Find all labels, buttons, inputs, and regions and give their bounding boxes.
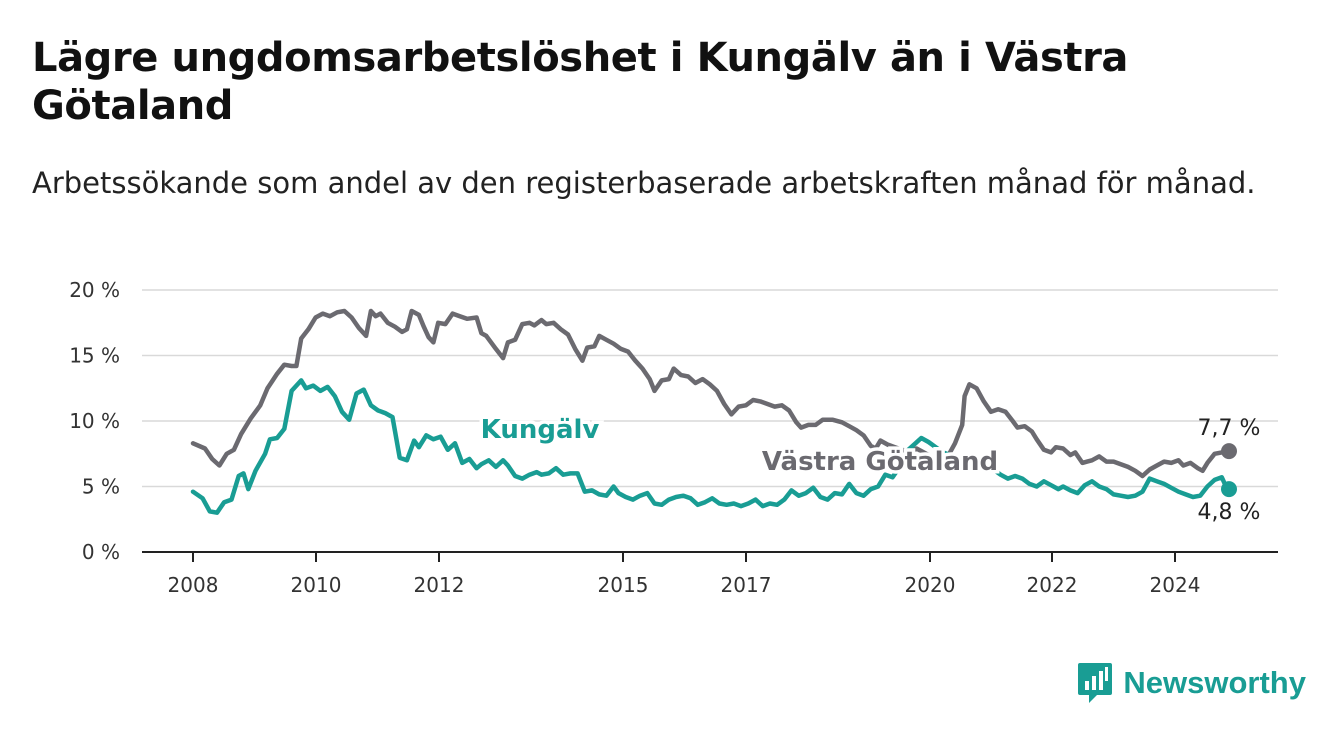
end-point-vastra-gotaland <box>1221 443 1237 460</box>
y-tick-label: 0 % <box>82 540 120 564</box>
series-label-vastra-gotaland: Västra Götaland <box>762 447 998 477</box>
end-point-kungalv <box>1221 481 1237 498</box>
y-axis-labels: 0 % 5 % 10 % 15 % 20 % <box>69 278 120 564</box>
series-lines <box>190 308 1232 515</box>
series-label-kungalv: Kungälv <box>481 415 600 445</box>
series-labels: 7,7 % 4,8 % Västra Götaland Kungälv <box>477 412 1261 526</box>
series-line-vastra-gotaland <box>190 308 1232 479</box>
x-tick-label: 2010 <box>291 573 342 597</box>
x-tick-label: 2024 <box>1150 573 1201 597</box>
x-tick-label: 2022 <box>1027 573 1078 597</box>
newsworthy-brand[interactable]: Newsworthy <box>1077 660 1306 706</box>
y-tick-label: 10 % <box>69 409 120 433</box>
x-axis: 2008 2010 2012 2015 2017 2020 2022 2024 <box>142 551 1278 597</box>
brand-name: Newsworthy <box>1123 665 1306 700</box>
y-tick-label: 15 % <box>69 344 120 368</box>
x-tick-label: 2015 <box>598 573 649 597</box>
x-tick-label: 2012 <box>414 573 465 597</box>
chart-subtitle: Arbetssökande som andel av den registerb… <box>32 166 1256 200</box>
newsworthy-bar-chart-icon <box>1078 663 1113 703</box>
y-tick-label: 20 % <box>69 278 120 302</box>
x-tick-label: 2008 <box>168 573 219 597</box>
x-tick-label: 2017 <box>721 573 772 597</box>
x-tick-label: 2020 <box>905 573 956 597</box>
series-line-kungalv <box>190 378 1232 515</box>
grid-lines <box>142 289 1278 488</box>
end-value-label: 4,8 % <box>1198 500 1261 525</box>
y-tick-label: 5 % <box>82 475 120 499</box>
chart-title: Lägre ungdomsarbetslöshet i Kungälv än i… <box>32 35 1129 129</box>
end-value-label: 7,7 % <box>1198 416 1261 441</box>
